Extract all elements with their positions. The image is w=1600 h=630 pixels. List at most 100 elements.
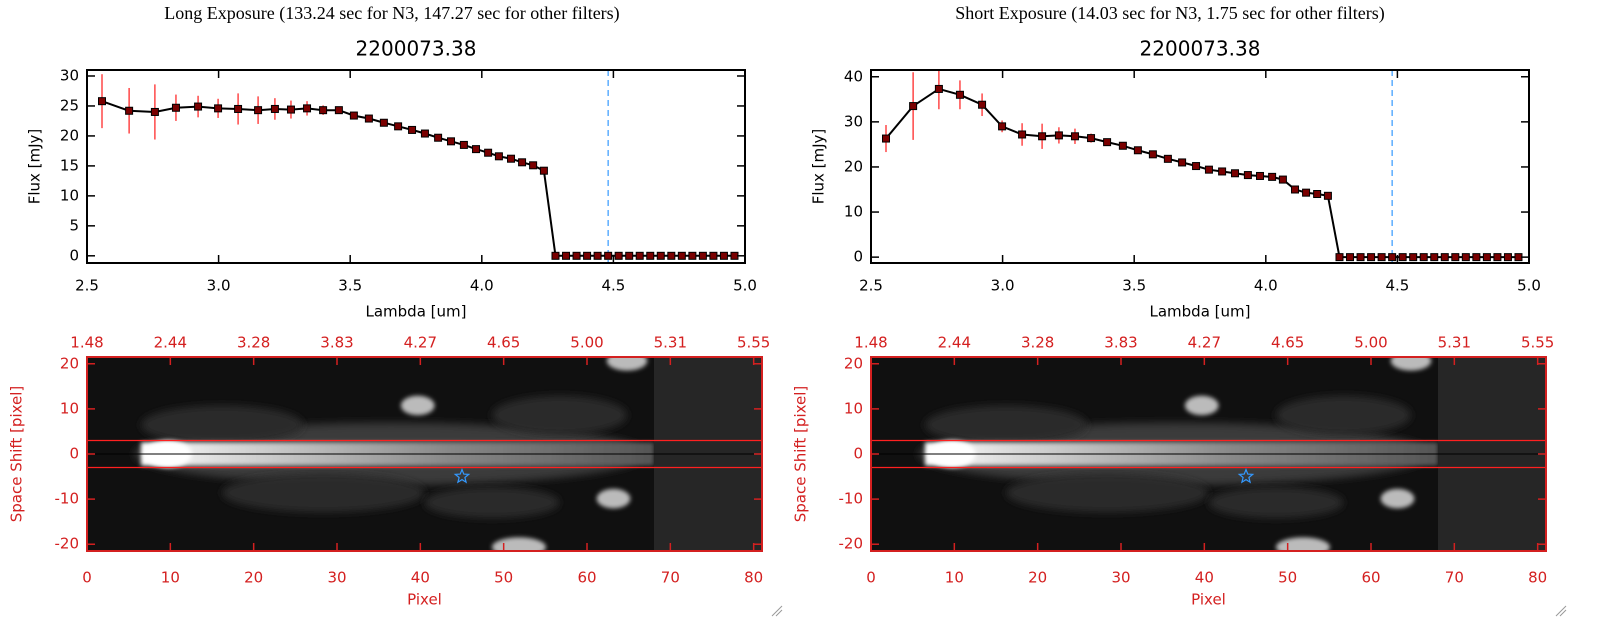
x2-tick-label: 3.83 [1104,334,1137,352]
data-point [625,251,634,260]
data-point [1118,141,1127,150]
data-point [1514,253,1523,262]
panel-header: Short Exposure (14.03 sec for N3, 1.75 s… [955,3,1384,24]
y-tick-label: -20 [55,535,80,553]
image-glow [1208,486,1344,519]
data-point [1148,150,1157,159]
image-blob [596,488,631,509]
data-point [1278,175,1287,184]
x2-tick-label: 2.44 [938,334,971,352]
data-point [1204,165,1213,174]
x2-tick-label: 5.55 [737,334,770,352]
y-tick-label: 40 [844,67,863,85]
y-tick-label: 10 [844,203,863,221]
data-point [334,106,343,115]
y-tick-label: 20 [60,354,79,372]
x2-tick-label: 5.31 [1438,334,1471,352]
data-point [408,125,417,134]
data-point [1503,253,1512,262]
data-point [656,251,665,260]
data-point [1268,172,1277,181]
image-blob [492,537,546,551]
data-point [698,251,707,260]
y-tick-label: 20 [844,354,863,372]
x-tick-label: 30 [327,569,346,587]
image-glow [492,395,627,435]
data-point [394,122,403,131]
x2-tick-label: 4.65 [1271,334,1304,352]
data-point [459,140,468,149]
target-marker [1237,467,1255,484]
x-tick-label: 10 [945,569,964,587]
x2-tick-label: 5.31 [654,334,687,352]
data-point [518,158,527,167]
x-tick-label: 70 [661,569,680,587]
y-tick-label: 10 [60,399,79,417]
data-point [709,251,718,260]
data-point [150,107,159,116]
image-glow [1276,395,1411,435]
y-tick-label: 30 [60,66,79,84]
data-point [214,104,223,113]
data-point [1398,253,1407,262]
data-point [583,251,592,260]
data-point [1054,131,1063,140]
data-point [955,90,964,99]
x-tick-label: 5.0 [1517,277,1541,295]
x-tick-label: 4.5 [601,277,625,295]
chart-title: 2200073.38 [356,37,477,61]
data-point [934,84,943,93]
data-point [1231,169,1240,178]
plot-area [871,357,1546,551]
x-tick-label: 2.5 [859,277,883,295]
x-tick-label: 5.0 [733,277,757,295]
data-point [1419,253,1428,262]
x-tick-label: 70 [1445,569,1464,587]
data-point [1323,191,1332,200]
data-point [667,251,676,260]
data-point [1133,146,1142,155]
x-tick-label: 60 [577,569,596,587]
data-point [1335,253,1344,262]
data-point [614,251,623,260]
data-point [1346,253,1355,262]
y-tick-label: 20 [60,126,79,144]
data-point [379,118,388,127]
image-blob [606,357,648,371]
x-tick-label: 3.5 [338,277,362,295]
x2-tick-label: 3.83 [320,334,353,352]
x-tick-label: 2.5 [75,277,99,295]
y-axis-label: Flux [mJy] [810,129,828,205]
data-point [1256,171,1265,180]
data-point [1313,190,1322,199]
data-point [882,134,891,143]
x2-tick-label: 5.55 [1521,334,1554,352]
x2-tick-label: 1.48 [70,334,103,352]
data-point [1218,167,1227,176]
data-point [593,251,602,260]
data-point [604,251,613,260]
data-point [349,111,358,120]
x-axis-label: Lambda [um] [366,303,467,321]
data-point [303,104,312,113]
resize-grip[interactable] [771,605,1567,617]
data-point [1243,171,1252,180]
data-point [1018,130,1027,139]
data-point [98,97,107,106]
y-tick-label: 25 [60,96,79,114]
target-marker [453,467,471,484]
y-tick-label: -10 [839,490,864,508]
x2-tick-label: 4.27 [404,334,437,352]
x-tick-label: 0 [82,569,92,587]
data-point [551,251,560,260]
data-point [635,251,644,260]
data-point [1409,253,1418,262]
x2-tick-label: 3.28 [237,334,270,352]
data-point [1367,253,1376,262]
data-point [1377,253,1386,262]
data-point [1493,253,1502,262]
y-tick-label: 0 [853,445,863,463]
x-axis-label: Pixel [407,591,442,609]
x-tick-label: 3.5 [1122,277,1146,295]
y-tick-label: -10 [55,490,80,508]
